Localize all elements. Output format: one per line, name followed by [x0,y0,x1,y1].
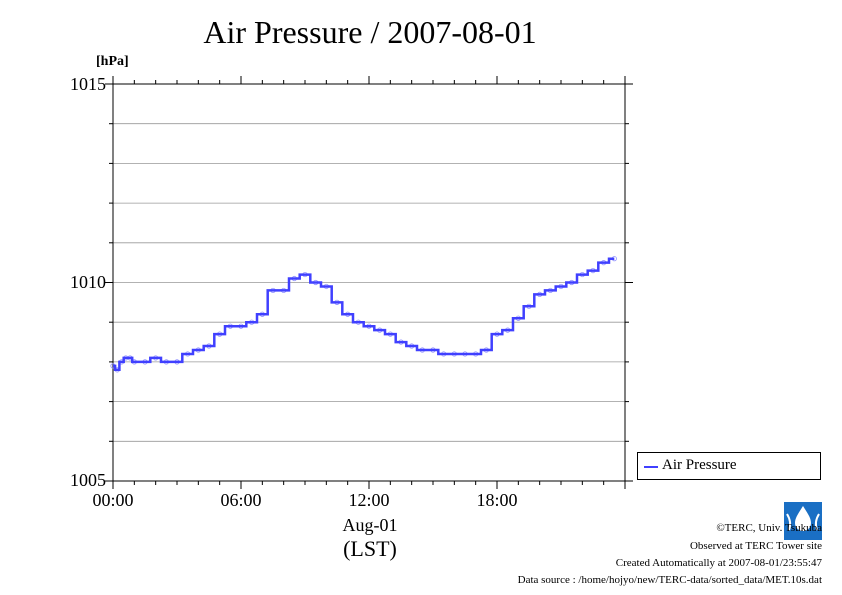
legend-swatch [644,466,658,468]
chart-title: Air Pressure / 2007-08-01 [203,14,537,50]
terc-logo-icon [784,502,822,540]
footer-source: Data source : /home/hojyo/new/TERC-data/… [517,574,822,586]
y-tick-label: 1005 [70,470,106,490]
footer-observed: Observed at TERC Tower site [689,540,822,552]
x-tick-label: 12:00 [348,490,390,510]
x-axis-unit: (LST) [343,536,397,561]
grid-lines [113,123,625,442]
axis-ticks [105,76,633,489]
y-tick-label: 1010 [70,272,106,292]
footer-copyright: ©TERC, Univ. Tsukuba [716,522,822,534]
x-tick-label: 00:00 [92,490,134,510]
legend: Air Pressure [637,452,821,480]
y-tick-label: 1015 [70,74,106,94]
legend-label: Air Pressure [662,457,737,473]
y-axis-unit: [hPa] [96,54,129,69]
series-line-air-pressure [113,257,615,372]
x-axis-date: Aug-01 [342,515,398,535]
x-tick-label: 06:00 [220,490,262,510]
footer-created: Created Automatically at 2007-08-01/23:5… [615,557,822,569]
x-tick-label: 18:00 [476,490,518,510]
